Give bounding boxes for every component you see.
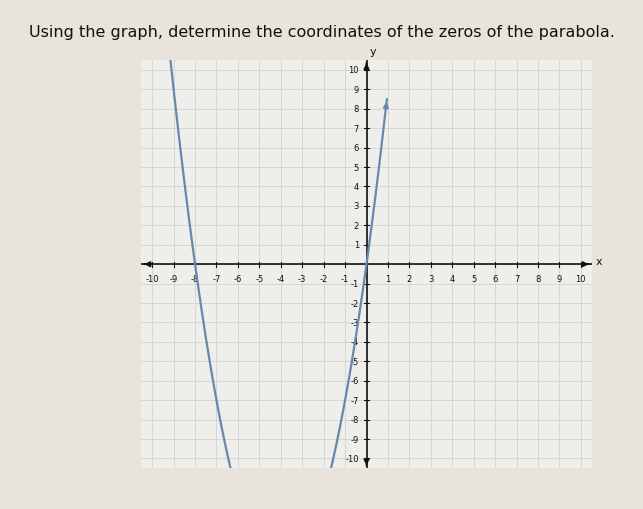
Text: -9: -9 [170,274,177,284]
Text: -5: -5 [351,357,359,366]
Text: -1: -1 [351,279,359,289]
Text: 9: 9 [354,86,359,95]
Text: 10: 10 [575,274,586,284]
Text: 1: 1 [354,241,359,250]
Text: -6: -6 [233,274,242,284]
Text: -6: -6 [350,377,359,385]
Text: -2: -2 [320,274,328,284]
Text: 10: 10 [349,66,359,75]
Text: 7: 7 [514,274,520,284]
Text: 4: 4 [354,183,359,191]
Text: 9: 9 [557,274,562,284]
Text: 6: 6 [354,144,359,153]
Text: -3: -3 [298,274,307,284]
Text: 8: 8 [354,105,359,114]
Text: -2: -2 [351,299,359,308]
Text: -4: -4 [351,338,359,347]
Text: 5: 5 [354,163,359,172]
Text: 3: 3 [428,274,433,284]
Text: 1: 1 [385,274,390,284]
Text: 2: 2 [407,274,412,284]
Text: 7: 7 [354,125,359,133]
Text: 2: 2 [354,221,359,231]
Text: 4: 4 [449,274,455,284]
Text: -4: -4 [276,274,285,284]
Text: -1: -1 [341,274,349,284]
Text: 3: 3 [354,202,359,211]
Text: -5: -5 [255,274,264,284]
Text: 8: 8 [535,274,541,284]
Text: -8: -8 [350,415,359,425]
Text: 6: 6 [493,274,498,284]
Text: 5: 5 [471,274,476,284]
Text: -8: -8 [191,274,199,284]
Text: Using the graph, determine the coordinates of the zeros of the parabola.: Using the graph, determine the coordinat… [28,25,615,40]
Text: -10: -10 [145,274,159,284]
Text: -7: -7 [212,274,221,284]
Text: -10: -10 [345,454,359,463]
Text: -9: -9 [351,435,359,444]
Text: -3: -3 [350,318,359,327]
Text: -7: -7 [350,396,359,405]
Text: x: x [596,257,602,267]
Text: y: y [370,47,376,57]
